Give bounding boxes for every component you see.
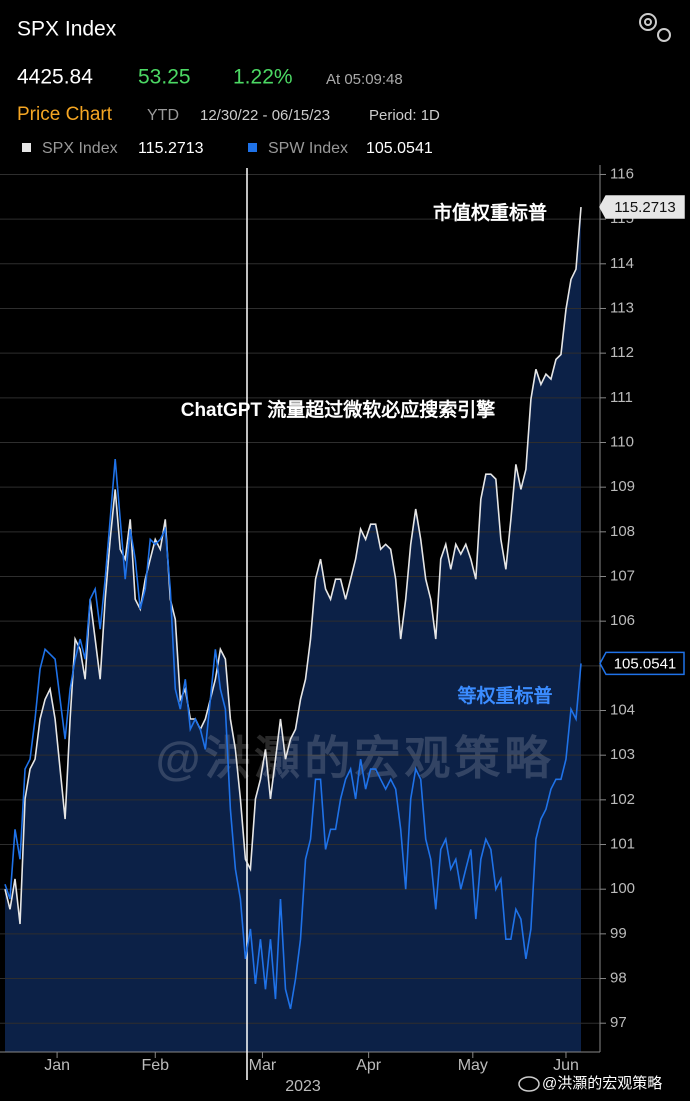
y-tick-label: 99 [610, 925, 627, 942]
legend-value: 115.2713 [138, 140, 204, 157]
icon-shape [518, 1076, 540, 1092]
price: 4425.84 [17, 66, 93, 89]
y-tick-label: 100 [610, 880, 635, 897]
legend-label: SPX Index [42, 140, 118, 157]
y-tick-label: 107 [610, 567, 635, 584]
annotation: 市值权重标普 [433, 201, 547, 224]
ticker: SPX Index [17, 18, 117, 41]
annotation: 等权重标普 [456, 684, 552, 707]
time: At 05:09:48 [326, 71, 403, 88]
y-tick-label: 116 [610, 165, 634, 182]
y-tick-label: 112 [610, 344, 634, 361]
gear-hub [644, 18, 652, 26]
legend-label: SPW Index [268, 140, 348, 157]
value-tag [599, 195, 685, 219]
y-tick-label: 110 [610, 433, 634, 450]
change-pct: 1.22% [233, 66, 293, 89]
dates: 12/30/22 - 06/15/23 [200, 107, 330, 124]
legend-value: 105.0541 [366, 140, 433, 157]
x-tick-label: Feb [141, 1057, 169, 1074]
gear [657, 28, 671, 42]
x-tick-label: Jan [44, 1057, 70, 1074]
y-tick-label: 109 [610, 478, 635, 495]
value-tag-label: 115.2713 [614, 199, 675, 216]
weibo-icon [518, 1076, 540, 1092]
y-tick-label: 106 [610, 612, 635, 629]
value-tag-label: 105.0541 [614, 655, 677, 672]
value-tag [599, 651, 685, 676]
y-tick-label: 104 [610, 701, 635, 718]
period[interactable]: Period: 1D [369, 107, 440, 124]
y-tick-label: 102 [610, 791, 635, 808]
legend-swatch [248, 143, 257, 152]
y-tick-label: 113 [610, 299, 634, 316]
y-tick-label: 108 [610, 523, 635, 540]
y-tick-label: 114 [610, 255, 634, 272]
watermark: @洪灝的宏观策略 [156, 732, 555, 784]
x-tick-label: May [458, 1057, 488, 1074]
x-tick-label: Apr [356, 1057, 382, 1074]
change: 53.25 [138, 66, 191, 89]
line [4, 206, 582, 925]
y-tick-label: 98 [610, 969, 627, 986]
y-tick-label: 101 [610, 835, 635, 852]
area [5, 207, 581, 1052]
annotation: ChatGPT 流量超过微软必应搜索引擎 [181, 398, 496, 421]
y-tick-label: 97 [610, 1014, 627, 1031]
settings-icon[interactable] [639, 13, 671, 42]
line [4, 458, 582, 1010]
x-tick-label: Mar [249, 1057, 277, 1074]
tab[interactable]: Price Chart [17, 104, 113, 125]
x-axis-label: 2023 [285, 1078, 321, 1095]
plot: 9798991001011021031041051061071081091101… [0, 165, 635, 1095]
legend-swatch [22, 143, 31, 152]
x-tick-label: Jun [553, 1057, 579, 1074]
range[interactable]: YTD [147, 107, 179, 124]
y-tick-label: 103 [610, 746, 635, 763]
footer-credit: @洪灝的宏观策略 [542, 1075, 662, 1092]
gear [639, 13, 657, 31]
y-tick-label: 111 [610, 389, 633, 406]
